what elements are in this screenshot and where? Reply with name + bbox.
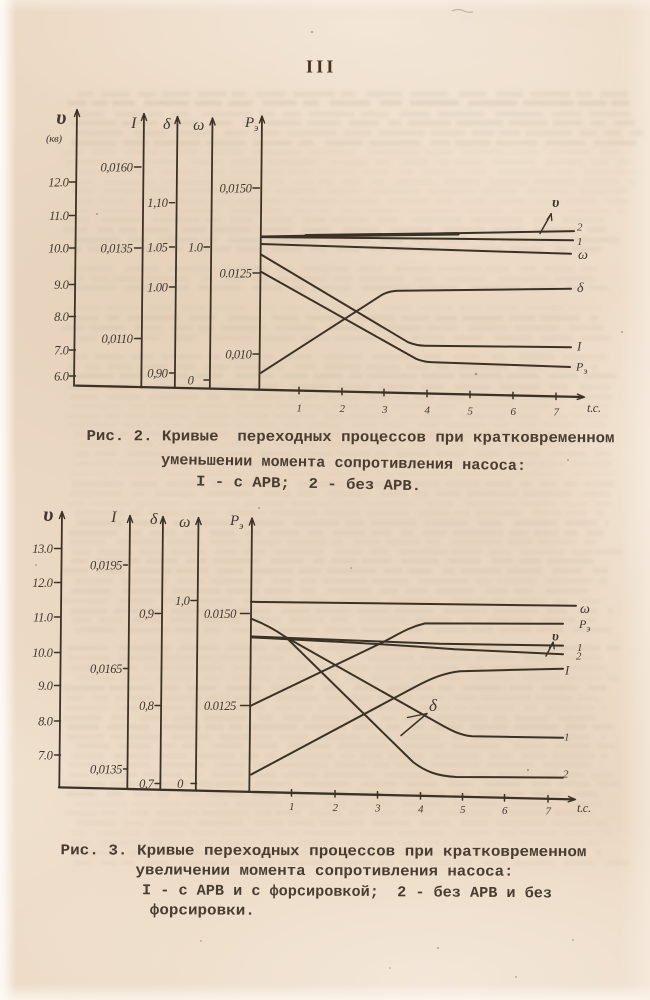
svg-text:I: I bbox=[130, 115, 137, 132]
svg-text:III: III bbox=[306, 57, 337, 77]
svg-text:6.0: 6.0 bbox=[54, 369, 70, 383]
svg-text:1.05: 1.05 bbox=[147, 240, 167, 254]
svg-text:10.0: 10.0 bbox=[48, 241, 69, 255]
svg-text:7: 7 bbox=[553, 407, 559, 419]
svg-text:0,0160: 0,0160 bbox=[101, 160, 134, 174]
svg-text:1: 1 bbox=[577, 642, 582, 654]
svg-text:υ: υ bbox=[43, 502, 53, 526]
svg-text:(кв): (кв) bbox=[46, 133, 62, 145]
svg-text:1,10: 1,10 bbox=[147, 196, 168, 210]
svg-text:7.0: 7.0 bbox=[38, 748, 54, 762]
svg-text:1: 1 bbox=[296, 403, 301, 415]
svg-text:0: 0 bbox=[177, 777, 184, 791]
svg-text:1.0: 1.0 bbox=[188, 240, 204, 254]
svg-text:13.0: 13.0 bbox=[32, 542, 53, 556]
svg-text:10.0: 10.0 bbox=[32, 646, 53, 660]
svg-text:0,0165: 0,0165 bbox=[90, 662, 122, 676]
svg-text:P: P bbox=[578, 617, 587, 631]
svg-text:12.0: 12.0 bbox=[48, 175, 69, 189]
svg-text:ω: ω bbox=[580, 602, 590, 617]
svg-text:I - с АРВ; 2 - без АРВ.: I - с АРВ; 2 - без АРВ. bbox=[196, 474, 421, 496]
svg-text:8.0: 8.0 bbox=[38, 714, 54, 728]
svg-text:3: 3 bbox=[381, 404, 388, 416]
svg-text:υ: υ bbox=[552, 630, 559, 645]
svg-text:I: I bbox=[576, 339, 582, 354]
svg-text:P: P bbox=[575, 360, 584, 374]
svg-text:υ: υ bbox=[56, 105, 66, 129]
svg-text:3: 3 bbox=[374, 803, 381, 815]
svg-text:2: 2 bbox=[339, 403, 345, 415]
svg-text:0,010: 0,010 bbox=[225, 347, 252, 361]
svg-text:7.0: 7.0 bbox=[54, 343, 70, 357]
svg-text:1,0: 1,0 bbox=[175, 594, 191, 608]
svg-text:Рис. 3. Кривые переходных проц: Рис. 3. Кривые переходных процессов при … bbox=[60, 842, 586, 861]
svg-text:э: э bbox=[239, 521, 244, 532]
svg-text:э: э bbox=[254, 123, 259, 134]
svg-text:э: э bbox=[584, 366, 588, 376]
svg-text:9.0: 9.0 bbox=[54, 278, 70, 292]
svg-text:δ: δ bbox=[577, 281, 584, 296]
svg-text:6: 6 bbox=[510, 406, 516, 418]
svg-text:ω: ω bbox=[179, 514, 190, 531]
svg-text:P: P bbox=[244, 115, 254, 131]
svg-text:0,0135: 0,0135 bbox=[90, 762, 122, 776]
svg-text:2: 2 bbox=[563, 769, 569, 781]
svg-text:υ: υ bbox=[552, 195, 559, 211]
svg-text:0,7: 0,7 bbox=[139, 777, 155, 791]
svg-text:0.0150: 0.0150 bbox=[204, 607, 237, 621]
svg-text:0,9: 0,9 bbox=[139, 607, 155, 621]
svg-text:9.0: 9.0 bbox=[38, 679, 54, 693]
svg-text:δ: δ bbox=[163, 116, 171, 133]
svg-text:5: 5 bbox=[467, 405, 473, 417]
svg-text:0,90: 0,90 bbox=[147, 366, 168, 380]
svg-text:0,0150: 0,0150 bbox=[220, 181, 253, 195]
svg-text:Рис. 2. Кривые переходных про: Рис. 2. Кривые переходных процессов при … bbox=[86, 428, 614, 447]
svg-text:0,0195: 0,0195 bbox=[90, 558, 122, 572]
svg-text:1: 1 bbox=[564, 732, 569, 744]
svg-text:4: 4 bbox=[424, 405, 430, 417]
svg-text:0.0125: 0.0125 bbox=[204, 699, 236, 713]
svg-text:t.c.: t.c. bbox=[587, 401, 601, 415]
svg-text:0.0125: 0.0125 bbox=[220, 266, 252, 280]
svg-text:P: P bbox=[229, 513, 239, 529]
svg-text:2: 2 bbox=[577, 222, 583, 234]
svg-text:0,8: 0,8 bbox=[139, 699, 155, 713]
svg-text:t.c.: t.c. bbox=[577, 801, 591, 815]
svg-text:5: 5 bbox=[460, 804, 466, 816]
svg-text:δ: δ bbox=[429, 696, 438, 715]
svg-text:форсировки.: форсировки. bbox=[150, 902, 255, 920]
svg-text:1: 1 bbox=[289, 801, 294, 813]
svg-text:4: 4 bbox=[418, 803, 424, 815]
svg-text:ω: ω bbox=[193, 117, 204, 134]
svg-text:I - с АРВ и с форсировкой; 2: I - с АРВ и с форсировкой; 2 - без АРВ и… bbox=[142, 882, 552, 902]
svg-text:увеличении момента сопротивлен: увеличении момента сопротивления насоса: bbox=[135, 862, 513, 880]
svg-text:I: I bbox=[110, 509, 117, 526]
svg-text:1: 1 bbox=[577, 236, 582, 248]
svg-text:2: 2 bbox=[576, 651, 582, 663]
svg-text:ω: ω bbox=[578, 248, 588, 263]
svg-text:I: I bbox=[564, 663, 570, 678]
svg-text:2: 2 bbox=[332, 802, 338, 814]
svg-text:э: э bbox=[587, 624, 591, 634]
svg-text:8.0: 8.0 bbox=[54, 310, 70, 324]
svg-text:δ: δ bbox=[150, 511, 158, 528]
svg-text:11.0: 11.0 bbox=[33, 610, 53, 624]
svg-text:уменьшении момента сопротивлен: уменьшении момента сопротивления насоса: bbox=[161, 452, 526, 475]
svg-text:11.0: 11.0 bbox=[49, 209, 69, 223]
svg-text:0,0110: 0,0110 bbox=[101, 332, 133, 346]
svg-text:1.00: 1.00 bbox=[147, 280, 168, 294]
svg-text:6: 6 bbox=[502, 805, 508, 817]
svg-text:12.0: 12.0 bbox=[32, 576, 53, 590]
svg-text:0: 0 bbox=[188, 374, 195, 388]
svg-text:7: 7 bbox=[545, 806, 551, 818]
svg-text:0,0135: 0,0135 bbox=[101, 241, 133, 255]
